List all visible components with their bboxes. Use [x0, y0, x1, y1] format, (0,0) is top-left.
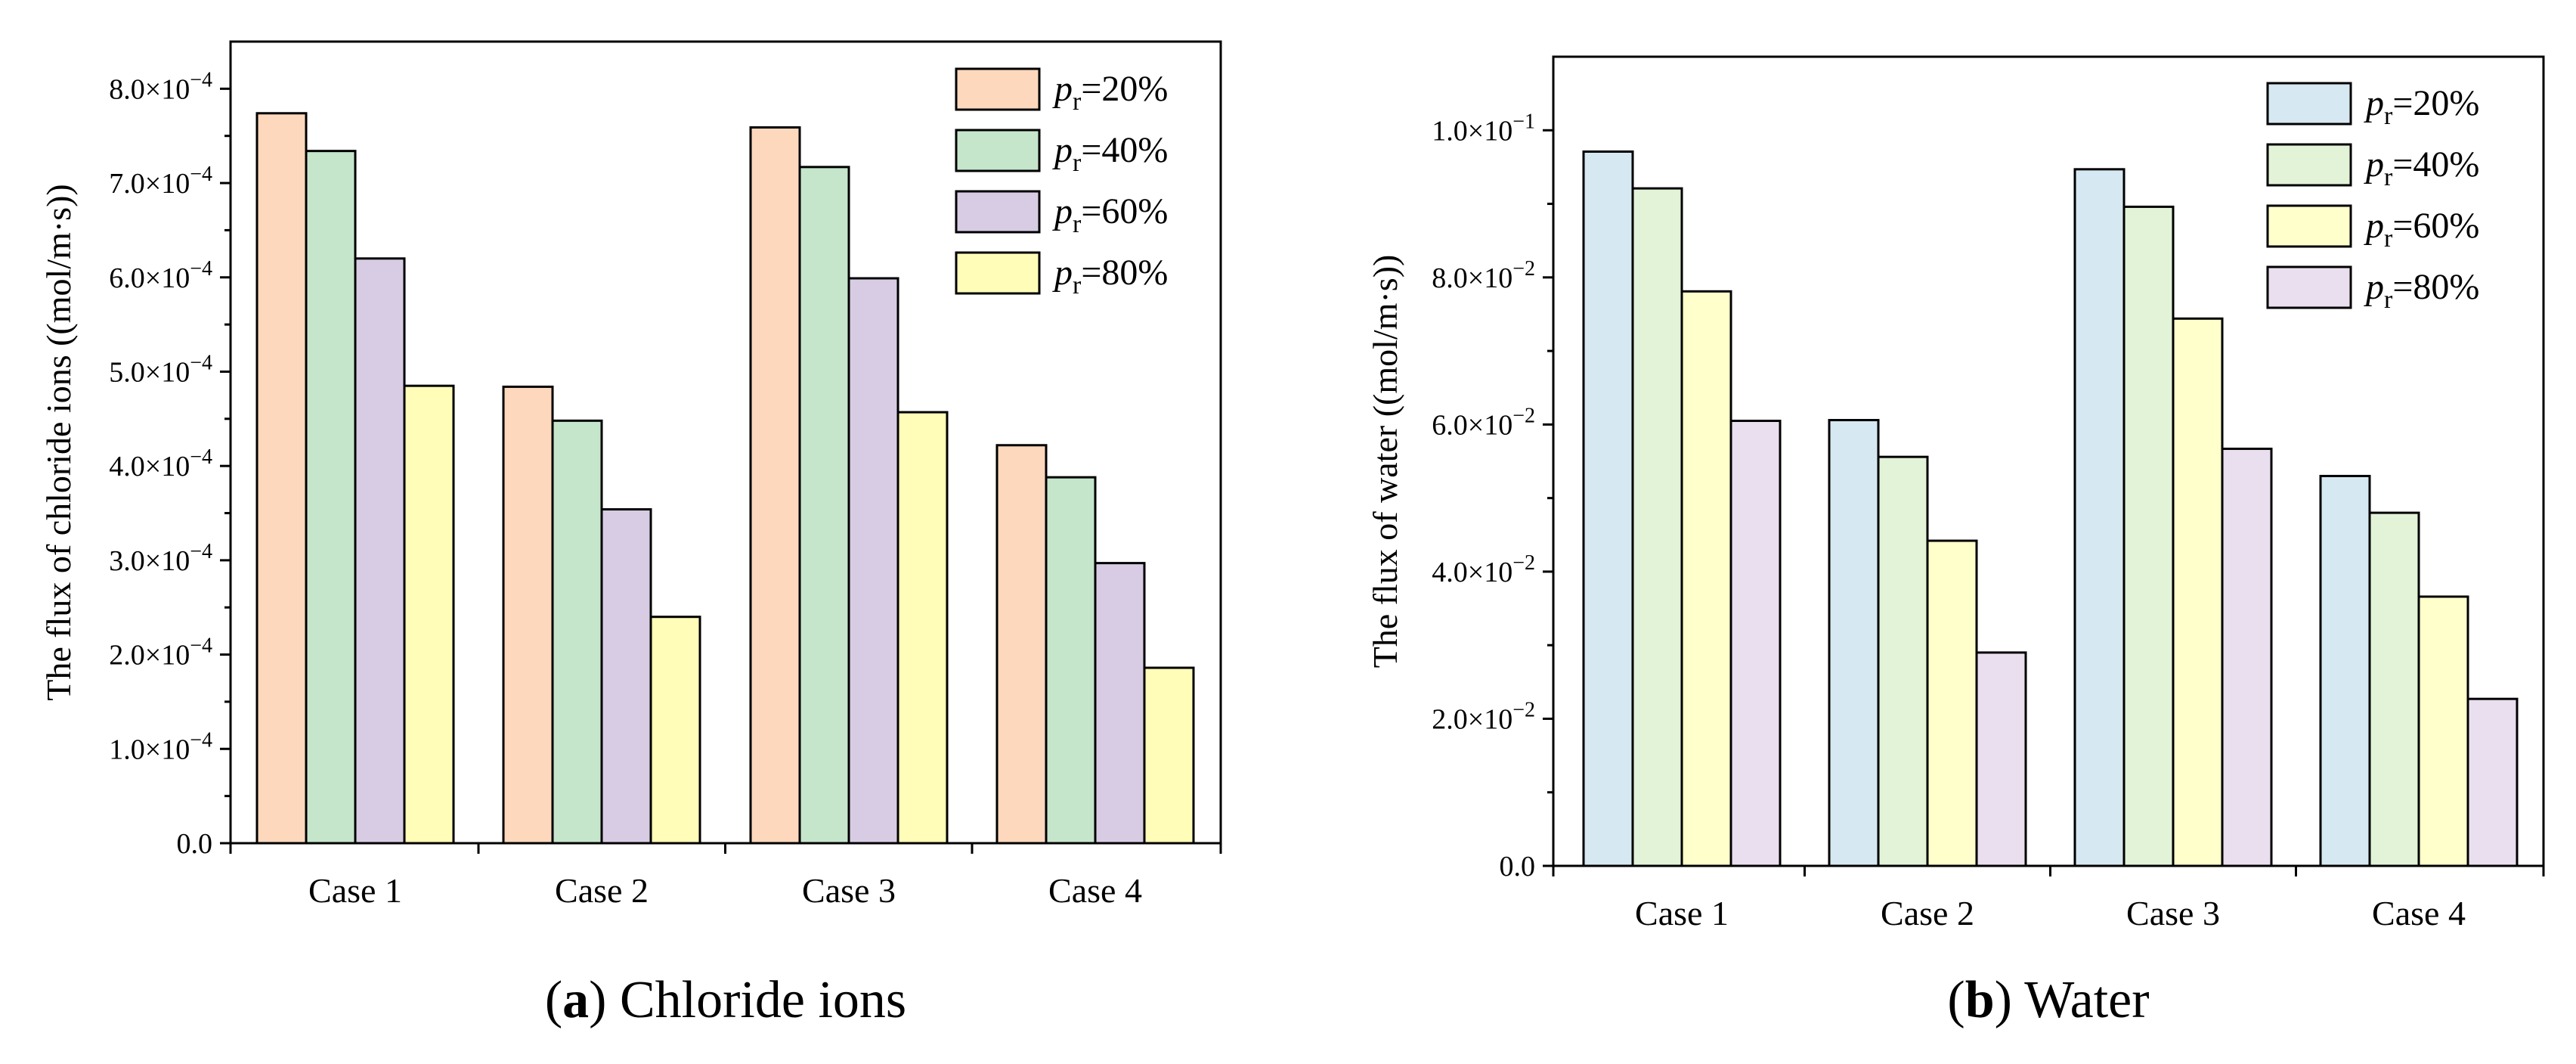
x-tick-label-b: Case 4: [2372, 894, 2466, 932]
y-tick-label-b: 4.0×10−2: [1432, 551, 1535, 588]
bar-b-case-2-80pct: [1975, 651, 2027, 867]
bar-b-case-4-40pct: [2368, 511, 2420, 867]
bar-b-case-1-80pct: [1729, 420, 1782, 867]
y-tick-label-a: 6.0×10−4: [109, 257, 212, 294]
y-tick-label-b: 8.0×10−2: [1432, 257, 1535, 294]
y-tick-label-a: 4.0×10−4: [109, 445, 212, 482]
bar-a-case-4-80pct: [1143, 666, 1195, 845]
bar-a-case-3-80pct: [896, 411, 949, 845]
y-tick-label-a: 2.0×10−4: [109, 634, 212, 672]
bar-b-case-4-60pct: [2417, 595, 2469, 867]
bar-b-case-3-60pct: [2172, 317, 2224, 867]
legend-swatch-b-80pct: [2266, 265, 2352, 309]
bar-a-case-1-80pct: [403, 384, 455, 845]
y-tick-label-a: 3.0×10−4: [109, 540, 212, 577]
bar-a-case-3-20pct: [749, 126, 801, 845]
plot-frame-b: [1552, 55, 2545, 867]
bar-a-case-2-80pct: [649, 616, 701, 845]
x-tick-label-a: Case 2: [555, 871, 649, 910]
bar-a-case-2-20pct: [502, 385, 554, 845]
legend-swatch-b-40pct: [2266, 143, 2352, 187]
bar-b-case-1-60pct: [1680, 290, 1732, 867]
bar-a-case-4-40pct: [1045, 476, 1097, 845]
bar-b-case-1-20pct: [1582, 150, 1634, 867]
legend-swatch-a-20pct: [955, 67, 1041, 111]
y-tick-label-a: 5.0×10−4: [109, 351, 212, 388]
bar-a-case-1-40pct: [305, 150, 357, 845]
legend-label-b-80pct: pr=80%: [2364, 267, 2479, 314]
bar-b-case-3-80pct: [2221, 447, 2273, 867]
chart-a: 0.0 1.0×10−4 2.0×10−4 3.0×10−4 4.0×10−4 5.0×1…: [39, 40, 1222, 1029]
bar-a-case-4-20pct: [995, 444, 1048, 845]
caption-a: (a) Chloride ions: [545, 971, 906, 1029]
y-tick-label-b: 2.0×10−2: [1432, 698, 1535, 735]
bar-b-case-4-20pct: [2319, 474, 2371, 867]
legend-label-a-20pct: pr=20%: [1052, 69, 1168, 116]
bar-a-case-4-60pct: [1094, 562, 1146, 845]
bar-a-case-3-60pct: [847, 277, 899, 845]
bar-a-case-1-60pct: [354, 257, 406, 845]
y-tick-label-a: 8.0×10−4: [109, 68, 212, 105]
bar-a-case-2-40pct: [551, 419, 603, 845]
legend-swatch-b-60pct: [2266, 204, 2352, 248]
legend-swatch-a-60pct: [955, 190, 1041, 234]
bar-b-case-3-20pct: [2073, 168, 2126, 867]
legend-swatch-a-40pct: [955, 129, 1041, 172]
chart-b: 0.0 2.0×10−2 4.0×10−2 6.0×10−2 8.0×10−2 1.0×1…: [1366, 55, 2545, 1029]
bar-b-case-4-80pct: [2466, 697, 2519, 867]
legend-label-a-60pct: pr=60%: [1052, 191, 1168, 238]
x-tick-label-b: Case 2: [1881, 894, 1974, 932]
x-tick-label-b: Case 1: [1635, 894, 1729, 932]
bar-b-case-2-60pct: [1926, 539, 1978, 867]
y-axis-title-a: The flux of chloride ions ((mol/m·s)): [39, 184, 78, 700]
caption-b: (b) Water: [1947, 971, 2149, 1029]
legend-label-b-40pct: pr=40%: [2364, 144, 2479, 191]
legend-swatch-a-80pct: [955, 251, 1041, 295]
bar-b-case-3-40pct: [2122, 205, 2175, 867]
legend-label-b-60pct: pr=60%: [2364, 206, 2479, 253]
bar-b-case-2-20pct: [1828, 419, 1880, 867]
x-tick-label-a: Case 1: [308, 871, 402, 910]
bar-b-case-2-40pct: [1877, 455, 1929, 867]
y-tick-label-b: 1.0×10−1: [1432, 110, 1535, 147]
legend-label-a-40pct: pr=40%: [1052, 130, 1168, 177]
y-tick-label-b: 6.0×10−2: [1432, 404, 1535, 441]
x-tick-label-a: Case 4: [1048, 871, 1142, 910]
legend-label-a-80pct: pr=80%: [1052, 253, 1168, 299]
x-tick-label-a: Case 3: [802, 871, 896, 910]
bar-a-case-1-20pct: [255, 112, 308, 845]
legend-swatch-b-20pct: [2266, 82, 2352, 126]
y-axis-title-b: The flux of water ((mol/m·s)): [1366, 255, 1404, 668]
legend-label-b-20pct: pr=20%: [2364, 83, 2479, 130]
y-tick-label-a: 1.0×10−4: [109, 728, 212, 765]
x-tick-label-b: Case 3: [2126, 894, 2220, 932]
y-tick-label-b: 0.0: [1500, 851, 1536, 883]
bar-a-case-2-60pct: [600, 508, 652, 845]
y-tick-label-a: 0.0: [177, 828, 213, 860]
y-tick-label-a: 7.0×10−4: [109, 163, 212, 200]
bar-a-case-3-40pct: [798, 166, 850, 845]
bar-b-case-1-40pct: [1631, 187, 1683, 867]
